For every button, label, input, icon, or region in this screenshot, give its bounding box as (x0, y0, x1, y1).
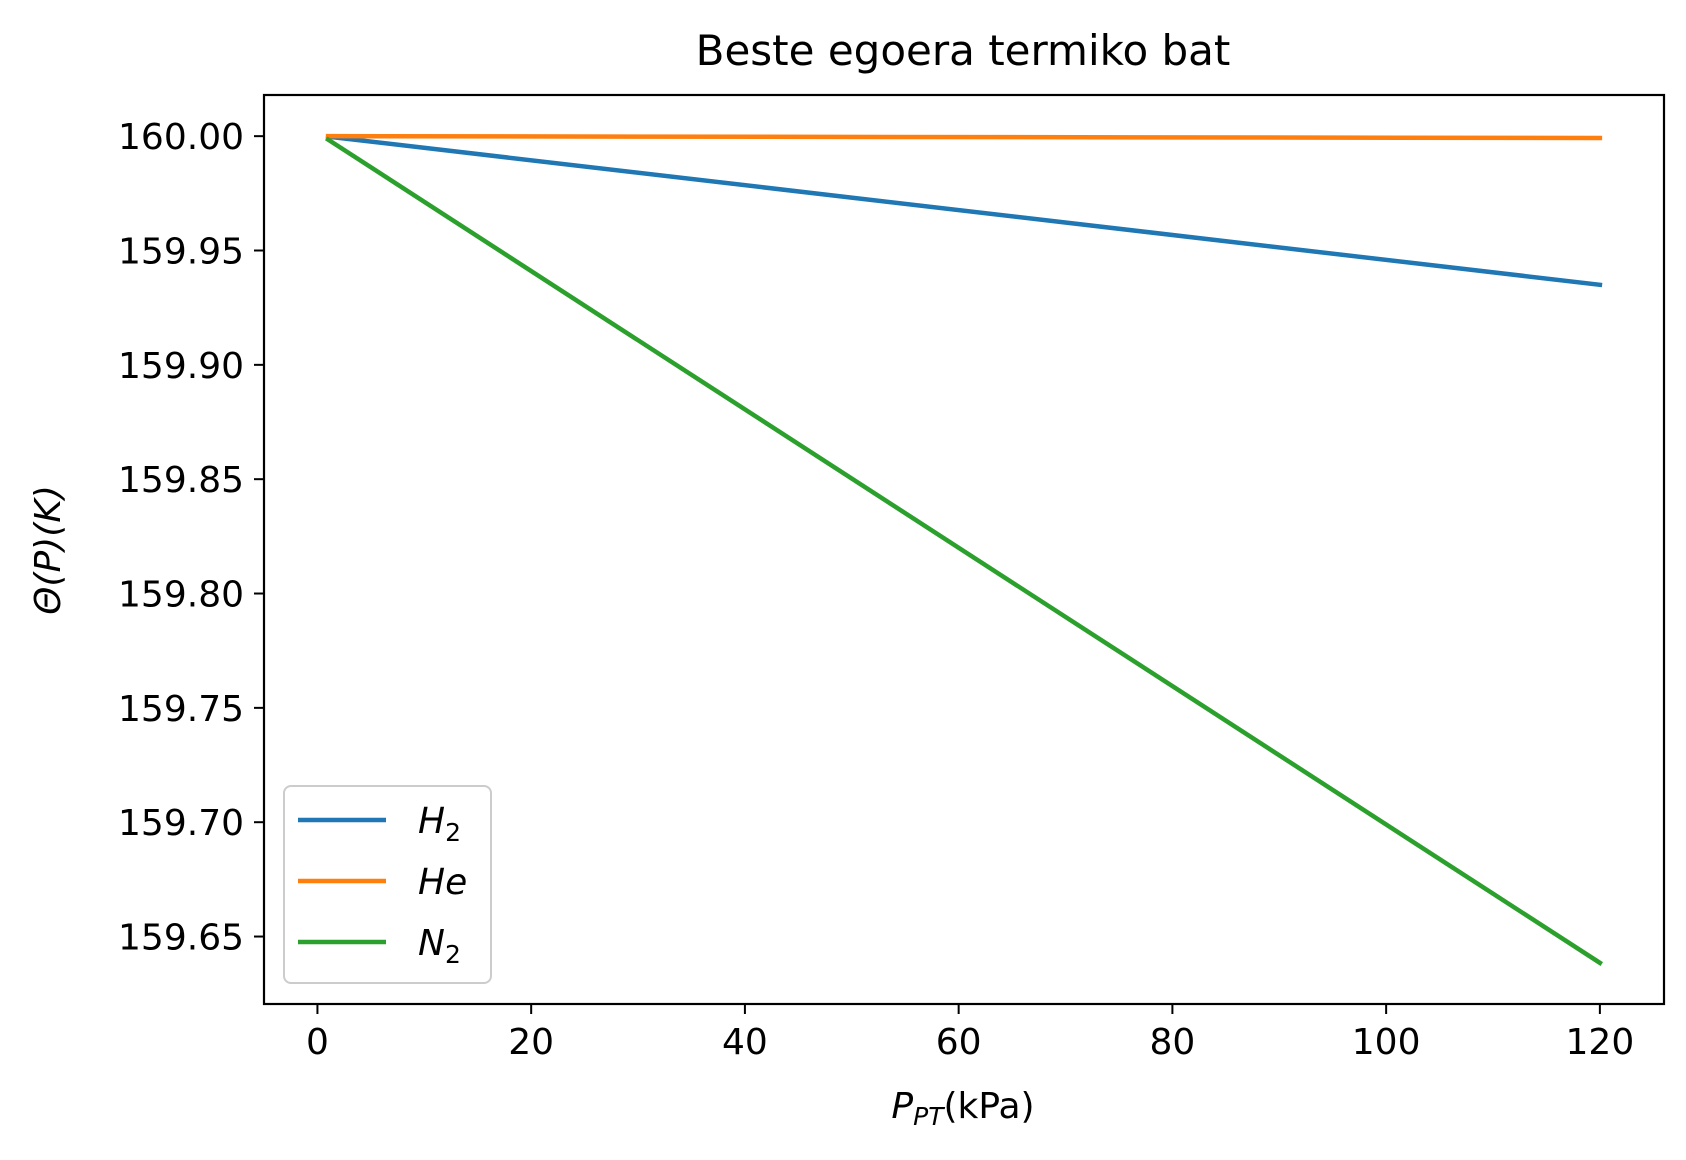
legend-box (283, 785, 492, 984)
y-tick-label: 159.80 (118, 575, 244, 616)
series-line-n2 (325, 136, 1603, 966)
legend-label-h2: H2 (418, 801, 461, 847)
x-axis-ticks: 0 20 40 60 80 100 120 (306, 1004, 1634, 1063)
x-tick-label: 100 (1352, 1022, 1421, 1063)
chart-title: Beste egoera termiko bat (696, 26, 1231, 75)
x-axis-label-unit: (kPa) (943, 1086, 1034, 1127)
x-axis-label: PPT(kPa) (891, 1086, 1034, 1131)
y-tick-label: 160.00 (118, 117, 244, 158)
y-tick-label: 159.85 (118, 460, 244, 501)
x-tick-label: 80 (1149, 1022, 1195, 1063)
legend-label-main: H (418, 801, 445, 842)
x-tick-label: 40 (722, 1022, 768, 1063)
series-line-he (325, 133, 1603, 141)
y-tick-label: 159.65 (118, 918, 244, 959)
x-axis-label-subscript: PT (913, 1102, 945, 1131)
legend-label-n2: N2 (418, 923, 461, 969)
x-tick-label: 20 (508, 1022, 554, 1063)
y-axis-ticks: 159.65 159.70 159.75 159.80 159.85 159.90 159.… (118, 117, 264, 959)
y-tick-label: 159.95 (118, 232, 244, 273)
y-tick-label: 159.75 (118, 689, 244, 730)
legend-label-subscript: 2 (445, 940, 461, 969)
x-axis-label-main: P (891, 1086, 913, 1127)
y-axis-label: Θ(P)(K) (28, 485, 69, 615)
x-tick-label: 120 (1566, 1022, 1635, 1063)
legend-label-subscript: 2 (445, 818, 461, 847)
series-lines (325, 133, 1603, 966)
legend-label-main: He (418, 862, 467, 903)
legend-label-he: He (418, 862, 467, 903)
x-tick-label: 60 (936, 1022, 982, 1063)
legend-label-main: N (418, 923, 445, 964)
plot-area-frame (262, 93, 1666, 1006)
series-line-h2 (325, 134, 1603, 288)
y-tick-label: 159.70 (118, 803, 244, 844)
y-tick-label: 159.90 (118, 346, 244, 387)
x-tick-label: 0 (306, 1022, 329, 1063)
